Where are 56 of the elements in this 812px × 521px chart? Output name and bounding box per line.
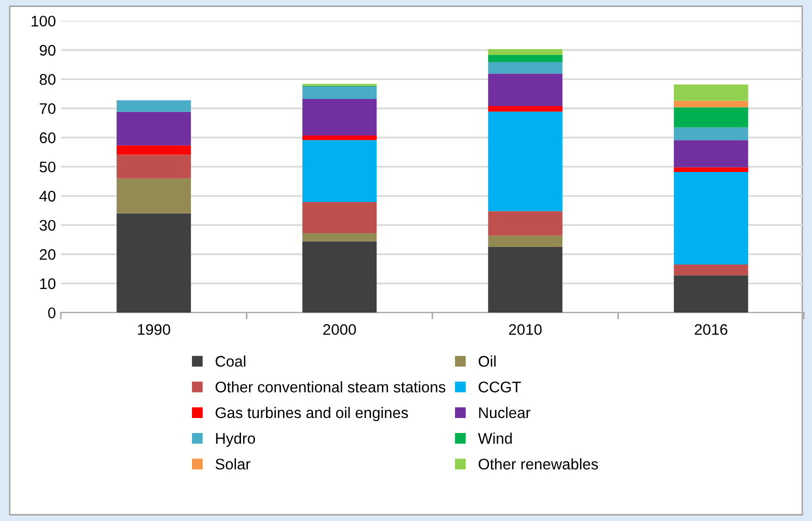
legend-label: Gas turbines and oil engines (216, 406, 408, 422)
legend-label: Coal (216, 356, 246, 367)
y-tick-label: 70 (40, 103, 56, 114)
bar (488, 49, 562, 55)
bar (674, 264, 748, 276)
x-tick-label: 2000 (323, 324, 356, 335)
y-tick-label: 80 (40, 74, 56, 85)
bar (674, 84, 748, 101)
bar (674, 140, 748, 168)
bar (116, 213, 191, 313)
bar (488, 54, 562, 62)
legend-label: Hydro (216, 432, 255, 447)
y-tick-label: 50 (40, 162, 56, 172)
legend-label: Other renewables (478, 458, 598, 470)
bar (302, 86, 377, 100)
bar (488, 246, 562, 313)
bar (116, 100, 191, 112)
y-tick-label: 20 (40, 249, 56, 260)
bar (488, 106, 562, 112)
y-tick-label: 60 (40, 132, 56, 144)
y-tick-label: 100 (32, 16, 56, 27)
bar (674, 107, 748, 128)
legend-label: Solar (216, 458, 250, 470)
x-tick-label: 1990 (138, 324, 170, 335)
bar (116, 154, 191, 178)
y-tick-label: 0 (48, 307, 56, 318)
bar (302, 136, 377, 140)
bar (116, 112, 191, 146)
bar (488, 62, 562, 74)
legend-label: Other conventional steam stations (216, 381, 446, 392)
bar (302, 99, 377, 136)
bar (116, 145, 191, 155)
bar (488, 211, 562, 236)
y-tick-label: 10 (40, 278, 56, 290)
legend-label: CCGT (478, 382, 521, 392)
x-tick-label: 2010 (509, 324, 542, 335)
bar (302, 241, 377, 313)
y-tick-label: 40 (39, 190, 56, 202)
legend-label: Wind (478, 432, 512, 444)
bar (674, 172, 748, 264)
bar (302, 202, 377, 233)
bar (674, 100, 748, 108)
bar (488, 236, 562, 247)
bar (302, 232, 377, 242)
bar (488, 112, 562, 212)
x-tick-label: 2016 (694, 324, 728, 335)
y-tick-label: 30 (40, 220, 56, 231)
bar (302, 140, 377, 202)
bar (488, 74, 562, 106)
legend-label: Nuclear (479, 406, 530, 418)
legend-label: Oil (478, 356, 496, 367)
bar (674, 167, 748, 172)
y-tick-label: 90 (40, 44, 56, 56)
bar (674, 127, 748, 140)
bar (674, 275, 748, 313)
bar (116, 178, 191, 214)
